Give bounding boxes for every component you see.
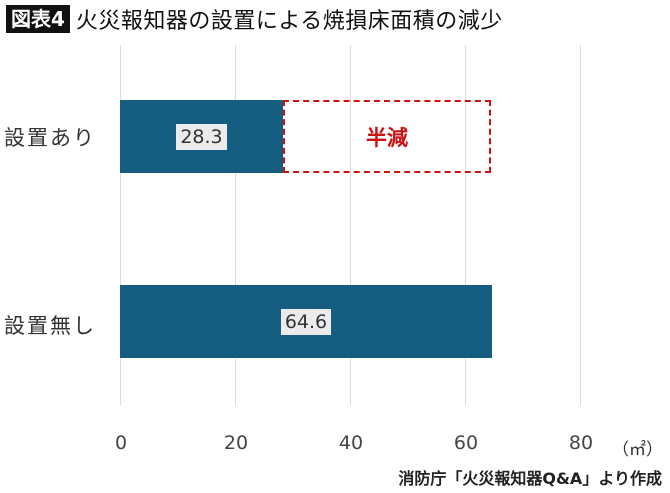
- figure-badge: 図表4: [6, 5, 70, 33]
- tick-60: 60: [453, 432, 479, 454]
- tick-40: 40: [338, 432, 364, 454]
- value-label: 28.3: [176, 123, 227, 150]
- gridline-60: [465, 45, 466, 405]
- tick-0: 0: [114, 432, 128, 454]
- title-text: 火災報知器の設置による焼損床面積の減少: [75, 9, 503, 34]
- bar-without-detector: 64.6: [120, 285, 492, 358]
- tick-20: 20: [223, 432, 249, 454]
- half-reduction-label: 半減: [366, 125, 408, 150]
- value-label: 64.6: [280, 308, 332, 335]
- bar-with-detector: 28.3: [120, 100, 283, 173]
- gridline-20: [235, 45, 236, 405]
- gridline-80: [580, 45, 581, 405]
- axis-unit: （㎡）: [612, 440, 663, 460]
- gridline-0: [120, 45, 121, 405]
- category-label-without: 設置無し: [4, 314, 96, 338]
- half-reduction-box: 半減: [283, 100, 491, 173]
- source-note: 消防庁「火災報知器Q&A」より作成: [398, 469, 662, 488]
- gridline-40: [350, 45, 351, 405]
- tick-80: 80: [568, 432, 594, 454]
- chart-title: 図表4 火災報知器の設置による焼損床面積の減少: [6, 4, 503, 34]
- category-label-with: 設置あり: [4, 126, 96, 150]
